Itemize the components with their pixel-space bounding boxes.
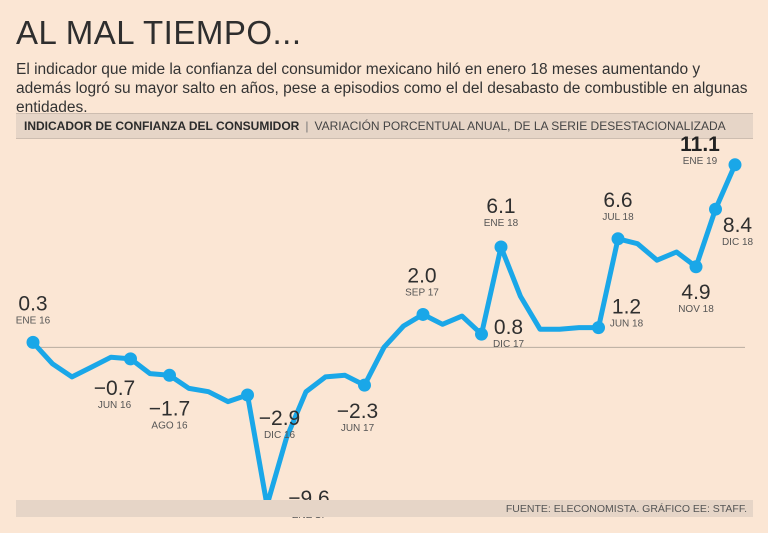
data-value-label: −2.3 [337, 400, 378, 423]
data-point-marker [728, 158, 742, 172]
data-date-label: SEP 17 [405, 287, 439, 298]
source-text: FUENTE: ELECONOMISTA. GRÁFICO EE: STAFF. [505, 502, 747, 515]
chart-title: AL MAL TIEMPO... [16, 14, 302, 51]
data-date-label: JUL 18 [602, 212, 634, 223]
data-value-label: 6.6 [603, 189, 632, 212]
indicator-band: INDICADOR DE CONFIANZA DEL CONSUMIDOR | … [16, 113, 753, 139]
data-date-label: JUN 16 [98, 400, 132, 411]
data-date-label: JUN 18 [610, 319, 644, 330]
data-point-marker [416, 307, 430, 321]
data-point-marker [124, 352, 137, 366]
data-point-marker [358, 378, 371, 392]
source-footer: FUENTE: ELECONOMISTA. GRÁFICO EE: STAFF. [16, 500, 753, 517]
data-point-marker [709, 202, 722, 216]
data-value-label: −2.9 [259, 407, 300, 430]
data-point-marker [689, 260, 703, 274]
data-date-label: ENE 16 [16, 315, 51, 326]
data-date-label: ENE 18 [484, 218, 519, 229]
data-value-label: 6.1 [486, 195, 515, 218]
data-value-label: 2.0 [407, 264, 436, 287]
indicator-title: INDICADOR DE CONFIANZA DEL CONSUMIDOR [24, 119, 300, 133]
data-date-label: DIC 16 [264, 430, 296, 441]
data-date-label: DIC 17 [493, 339, 525, 350]
data-date-label: ENE 19 [683, 156, 718, 167]
data-value-label: 0.3 [18, 292, 47, 315]
data-date-label: AGO 16 [151, 420, 188, 431]
data-value-label: 4.9 [681, 281, 710, 304]
data-value-label: 8.4 [723, 214, 753, 237]
data-date-label: NOV 18 [678, 304, 714, 315]
chart-subtitle: El indicador que mide la confianza del c… [16, 61, 748, 116]
data-markers [26, 158, 742, 512]
data-point-marker [26, 335, 40, 349]
data-value-label: 1.2 [612, 296, 641, 319]
data-date-label: JUN 17 [341, 423, 375, 434]
data-point-marker [475, 327, 488, 341]
data-point-marker [494, 240, 508, 254]
data-date-label: DIC 18 [722, 237, 754, 248]
data-point-marker [241, 388, 254, 402]
data-value-label: −0.7 [94, 377, 135, 400]
data-point-marker [163, 368, 176, 382]
data-value-label: −1.7 [149, 397, 190, 420]
data-value-label: 0.8 [494, 316, 523, 339]
data-value-label: 11.1 [680, 133, 720, 156]
band-separator: | [305, 119, 309, 133]
data-point-marker [611, 232, 625, 246]
indicator-detail: VARIACIÓN PORCENTUAL ANUAL, DE LA SERIE … [314, 119, 726, 133]
data-point-marker [592, 321, 605, 335]
